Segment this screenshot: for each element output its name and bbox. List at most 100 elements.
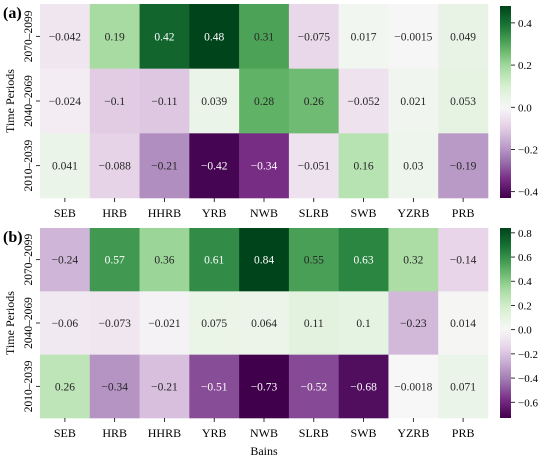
- colorbar-tick-label: −0.6: [518, 397, 538, 409]
- colorbar-tick-label: 0.6: [518, 252, 532, 264]
- x-tick-label: YRB: [202, 206, 227, 220]
- colorbar-tick-label: 0.2: [518, 60, 532, 72]
- cell-value-label: 0.03: [403, 161, 423, 173]
- heatmap-cell: [388, 291, 439, 355]
- heatmap-cell: [89, 291, 140, 355]
- cell-value-label: 0.039: [201, 96, 227, 108]
- cell-value-label: 0.63: [353, 255, 373, 267]
- heatmap-cell: [139, 291, 190, 355]
- x-tick-label: NWB: [250, 426, 278, 440]
- cell-value-label: 0.32: [403, 255, 423, 267]
- cell-value-label: 0.57: [105, 255, 125, 267]
- cell-value-label: 0.014: [450, 318, 476, 330]
- heatmap-cell: [139, 68, 190, 134]
- cell-value-label: −0.19: [450, 161, 477, 173]
- heatmap-cell: [139, 133, 190, 199]
- heatmap-cell: [189, 68, 240, 134]
- colorbar-tick-label: 0.0: [518, 325, 532, 337]
- x-tick-label: YRB: [202, 426, 227, 440]
- cell-value-label: −0.042: [49, 31, 82, 43]
- cell-value-label: 0.26: [304, 96, 324, 108]
- heatmap-cell: [40, 228, 91, 292]
- heatmap-cell: [338, 133, 389, 199]
- y-tick-label: 2040–2069: [23, 75, 35, 127]
- heatmap-cell: [189, 354, 240, 419]
- heatmap-cell: [388, 228, 439, 292]
- cell-value-label: −0.0018: [394, 381, 432, 393]
- heatmap-cell: [438, 133, 489, 199]
- cell-value-label: 0.55: [304, 255, 324, 267]
- heatmap-cell: [89, 4, 140, 69]
- heatmap-cell: [438, 291, 489, 355]
- cell-value-label: −0.14: [450, 255, 477, 267]
- cell-value-label: −0.051: [298, 161, 331, 173]
- heatmap-cell: [40, 68, 91, 134]
- heatmap-cell: [139, 4, 190, 69]
- cell-value-label: 0.041: [52, 161, 78, 173]
- panel-label: (b): [3, 229, 23, 246]
- cell-value-label: −0.11: [151, 96, 177, 108]
- cell-value-label: −0.024: [49, 96, 82, 108]
- heatmap-cell: [139, 354, 190, 419]
- colorbar-tick-label: 0.8: [518, 228, 532, 240]
- cell-value-label: 0.075: [201, 318, 227, 330]
- cell-value-label: 0.28: [254, 96, 274, 108]
- heatmap-cell: [438, 4, 489, 69]
- heatmap-cell: [288, 133, 339, 199]
- x-tick-label: SWB: [351, 426, 377, 440]
- cell-value-label: −0.24: [52, 255, 79, 267]
- colorbar: [500, 6, 511, 198]
- cell-value-label: −0.0015: [394, 31, 432, 43]
- cell-value-label: −0.34: [101, 381, 128, 393]
- cell-value-label: −0.06: [52, 318, 79, 330]
- x-tick-label: YZRB: [397, 206, 429, 220]
- cell-value-label: 0.31: [254, 31, 274, 43]
- cell-value-label: −0.34: [251, 161, 278, 173]
- heatmap-cell: [89, 68, 140, 134]
- heatmap-cell: [288, 228, 339, 292]
- heatmap-cell: [438, 228, 489, 292]
- x-tick-label: HHRB: [148, 206, 181, 220]
- panel-label: (a): [3, 5, 22, 22]
- heatmap-cell: [288, 4, 339, 69]
- cell-value-label: 0.19: [105, 31, 125, 43]
- x-tick-label: YZRB: [397, 426, 429, 440]
- cell-value-label: −0.21: [151, 381, 178, 393]
- x-tick-label: HHRB: [148, 426, 181, 440]
- x-tick-label: SLRB: [299, 426, 329, 440]
- cell-value-label: 0.1: [356, 318, 371, 330]
- colorbar-tick-label: −0.4: [518, 187, 538, 199]
- cell-value-label: −0.075: [298, 31, 331, 43]
- heatmap-cell: [189, 291, 240, 355]
- cell-value-label: 0.049: [450, 31, 476, 43]
- cell-value-label: 0.021: [400, 96, 426, 108]
- colorbar-tick-label: −0.2: [518, 144, 538, 156]
- heatmap-cell: [338, 68, 389, 134]
- cell-value-label: 0.071: [450, 381, 476, 393]
- heatmap-cell: [338, 354, 389, 419]
- x-tick-label: NWB: [250, 206, 278, 220]
- cell-value-label: 0.61: [204, 255, 224, 267]
- heatmap-cell: [438, 354, 489, 419]
- cell-value-label: −0.088: [98, 161, 131, 173]
- cell-value-label: −0.23: [400, 318, 427, 330]
- x-tick-label: HRB: [102, 206, 127, 220]
- heatmap-cell: [338, 4, 389, 69]
- cell-value-label: −0.21: [151, 161, 178, 173]
- cell-value-label: 0.064: [251, 318, 277, 330]
- cell-value-label: 0.053: [450, 96, 476, 108]
- y-tick-label: 2040–2069: [23, 297, 35, 349]
- cell-value-label: −0.68: [350, 381, 377, 393]
- cell-value-label: −0.052: [347, 96, 380, 108]
- heatmap-cell: [189, 4, 240, 69]
- cell-value-label: −0.021: [148, 318, 181, 330]
- heatmap-cell: [89, 228, 140, 292]
- cell-value-label: 0.26: [55, 381, 75, 393]
- cell-value-label: 0.48: [204, 31, 224, 43]
- colorbar: [500, 228, 511, 418]
- heatmap-cell: [89, 133, 140, 199]
- heatmap-cell: [239, 4, 290, 69]
- cell-value-label: 0.42: [154, 31, 174, 43]
- heatmap-cell: [288, 354, 339, 419]
